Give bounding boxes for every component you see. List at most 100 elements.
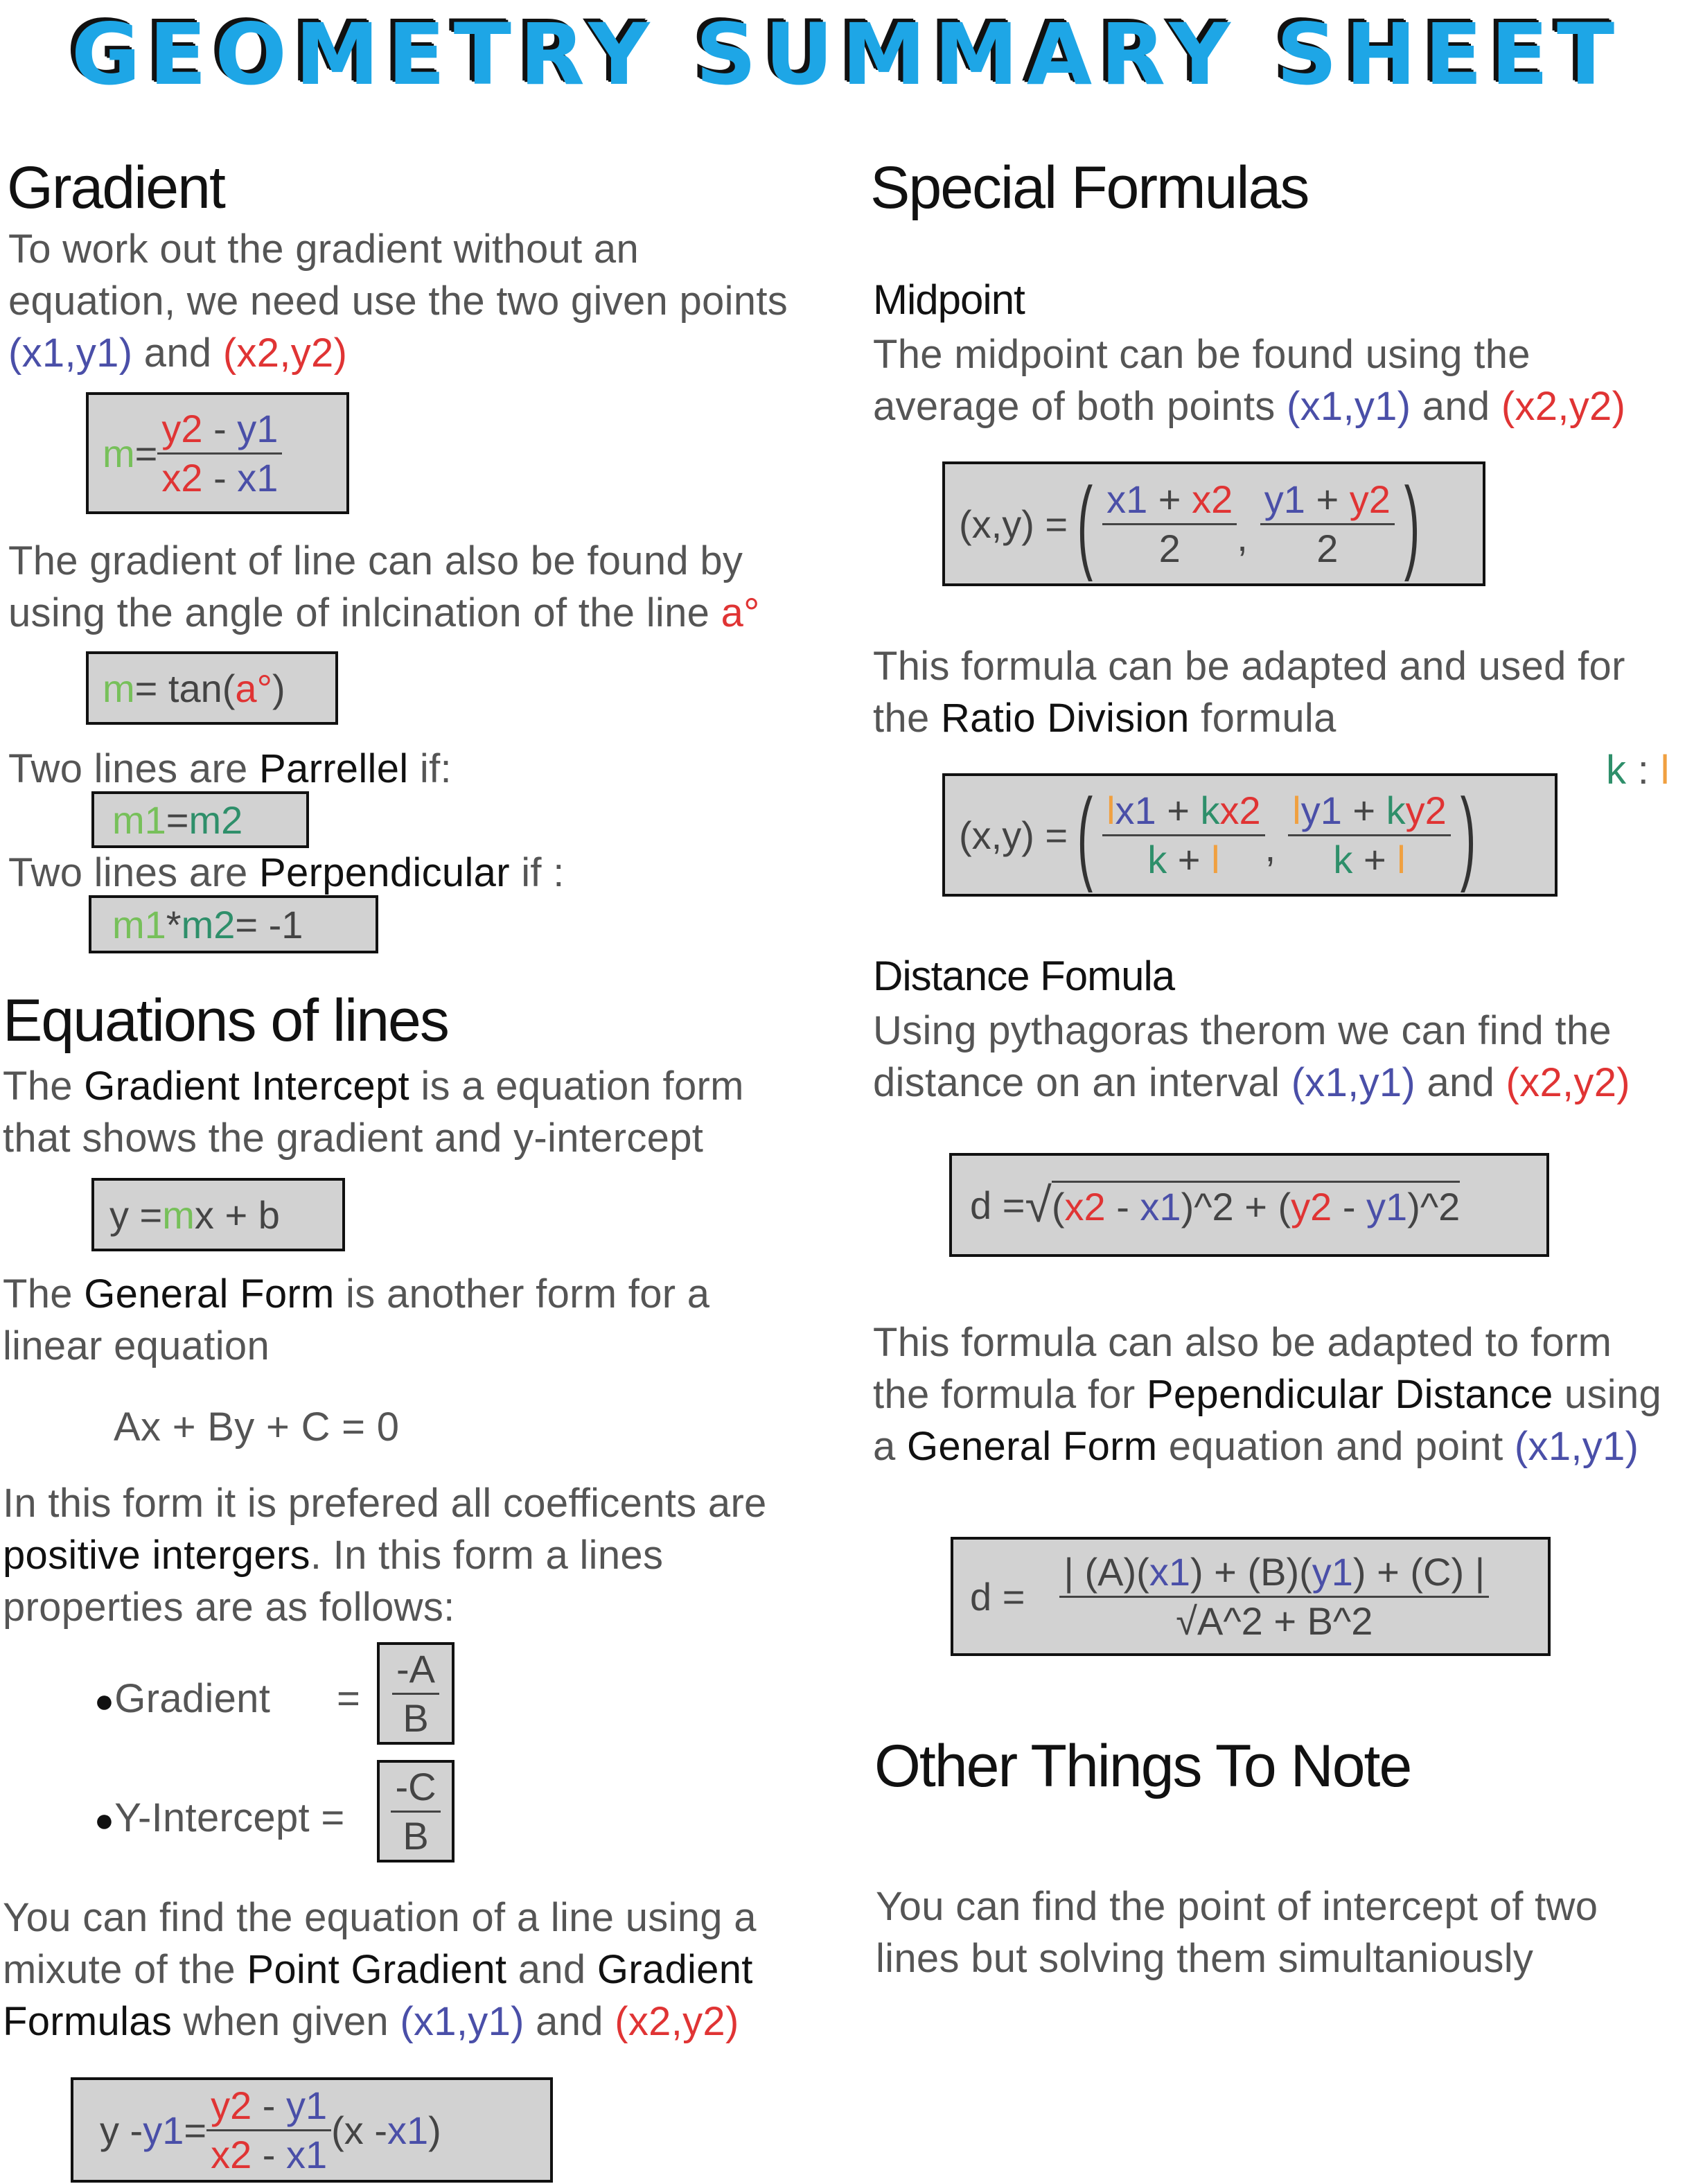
other-line-1: You can find the point of intercept of t… (876, 1884, 1598, 1929)
close-paren: ) (1460, 777, 1476, 893)
gf-pre: The (3, 1271, 85, 1316)
formula-term: y1 (1366, 1185, 1408, 1228)
perp-distance-text: This formula can also be adapted to form… (873, 1316, 1661, 1472)
gf-line-2: linear equation (3, 1323, 270, 1368)
distance-formula-box: d = √ (x2 - x1)^2 + (y2 - y1)^2 (949, 1153, 1549, 1257)
frac-num: -C (391, 1767, 441, 1813)
formula-close: ) (272, 666, 285, 710)
gradient-heading: Gradient (7, 155, 226, 221)
formula-eq: = (166, 798, 189, 842)
frac-term: x2 (161, 455, 203, 500)
bullet-gradient: ●Gradient (94, 1673, 270, 1727)
pg-word: Formulas (3, 1999, 173, 2044)
pg-pre: mixute of the (3, 1947, 247, 1992)
frac-den: 2 (1158, 526, 1181, 570)
pg-mid: and (506, 1947, 597, 1992)
property-fraction: -A B (392, 1649, 439, 1738)
frac-term: y1 (237, 406, 279, 450)
ratio-line-1: This formula can be adapted and used for (873, 644, 1625, 689)
point-2: (x2,y2) (615, 1999, 739, 2044)
ratio-y-fraction: ly1 + ky2 k + l (1288, 791, 1451, 879)
point-1: (x1,y1) (1291, 1060, 1416, 1105)
ratio-colon: : (1626, 748, 1661, 793)
frac-term: k (1147, 837, 1167, 881)
formula-term: y - (100, 2108, 143, 2152)
ratio-post: formula (1189, 696, 1336, 741)
perp-word: Pependicular Distance (1146, 1372, 1553, 1417)
frac-term: x1 (1115, 788, 1156, 832)
pref-line-2: positive intergers. In this form a lines (3, 1529, 767, 1581)
open-paren: ( (1077, 777, 1093, 893)
frac-den: √A^2 + B^2 (1176, 1599, 1373, 1643)
ratio-text: This formula can be adapted and used for… (873, 640, 1625, 744)
frac-term: x1 (286, 2132, 328, 2176)
ratio-word: Ratio Division (940, 696, 1190, 741)
formula-m: m (103, 666, 135, 710)
frac-term: x2 (211, 2132, 252, 2176)
formula-lhs: (x,y) = (959, 502, 1068, 546)
frac-op: - (202, 455, 238, 500)
frac-term: y2 (161, 406, 203, 450)
general-equation: Ax + By + C = 0 (114, 1404, 400, 1450)
gi-line-2: that shows the gradient and y-intercept (3, 1116, 704, 1161)
frac-op: + (1352, 837, 1397, 881)
perp-pre: the formula for (873, 1372, 1147, 1417)
parallel-word: Parrellel (259, 746, 409, 791)
formula-term: - (1105, 1185, 1140, 1228)
special-formulas-heading: Special Formulas (870, 155, 1309, 221)
midpoint-formula-box: (x,y) = ( x1 + x2 2 , y1 + y2 2 ) (942, 461, 1485, 586)
parallel-text: Two lines are Parrellel if: (8, 743, 452, 795)
perp-distance-fraction: | (A)(x1) + (B)(y1) + (C) | √A^2 + B^2 (1059, 1552, 1490, 1643)
frac-term: k (1333, 837, 1353, 881)
bullet-label: Gradient (114, 1676, 271, 1721)
gi-post: is a equation form (409, 1064, 744, 1109)
midpoint-y-fraction: y1 + y2 2 (1260, 477, 1395, 568)
point-2: (x2,y2) (222, 331, 348, 376)
ratio-x-fraction: lx1 + kx2 k + l (1102, 791, 1265, 879)
bullet-label: Y-Intercept = (114, 1795, 345, 1840)
gf-line-1: The General Form is another form for a (3, 1268, 709, 1320)
gradient-formula-box: m = y2 - y1 x2 - x1 (86, 392, 349, 514)
formula-m: m (103, 431, 135, 475)
distance-line-1: Using pythagoras therom we can find the (873, 1008, 1612, 1053)
perp-word: General Form (906, 1424, 1158, 1469)
ratio-l: l (1660, 748, 1670, 793)
midpoint-line-1: The midpoint can be found using the (873, 332, 1530, 377)
gradient-intro-points: (x1,y1) and (x2,y2) (8, 327, 788, 379)
yintercept-property-box: -C B (377, 1760, 455, 1862)
tan-formula-box: m = tan(a°) (86, 651, 338, 725)
formula-y: y = (109, 1192, 163, 1237)
equations-heading: Equations of lines (3, 987, 450, 1054)
midpoint-text: The midpoint can be found using the aver… (873, 328, 1625, 432)
other-line-2: lines but solving them simultaniously (876, 1936, 1534, 1981)
frac-term: x1 (1106, 477, 1148, 521)
frac-op: + (1147, 477, 1192, 521)
perp-line-1: This formula can also be adapted to form (873, 1320, 1612, 1365)
parallel-post: if: (408, 746, 452, 791)
distance-text: Using pythagoras therom we can find the … (873, 1005, 1630, 1109)
frac-term: l (1106, 788, 1115, 832)
parallel-pre: Two lines are (8, 746, 260, 791)
general-form-text: The General Form is another form for a l… (3, 1268, 709, 1372)
formula-term: (x - (331, 2108, 388, 2152)
page-title: GEOMETRY SUMMARY SHEET (71, 6, 1623, 104)
formula-term: ( (1051, 1185, 1065, 1228)
bullet-icon: ● (94, 1802, 115, 1839)
gi-line-1: The Gradient Intercept is a equation for… (3, 1060, 744, 1112)
ratio-k: k (1606, 748, 1627, 793)
and-text: and (1411, 384, 1501, 429)
gradient-intro-line: To work out the gradient without an (8, 227, 639, 272)
distance-pre: distance on an interval (873, 1060, 1291, 1105)
formula-end: = -1 (235, 902, 303, 946)
frac-op: - (252, 2132, 286, 2176)
angle-line-2: using the angle of inlcination of the li… (8, 587, 760, 639)
perp-post: if : (509, 850, 565, 895)
pg-mid: when given (172, 1999, 400, 2044)
frac-term: y1 (1264, 477, 1305, 521)
perpendicular-formula-box: m1 * m2 = -1 (89, 895, 378, 953)
bullet-gradient-eq: = (337, 1676, 361, 1721)
frac-term: y1 (286, 2083, 328, 2127)
perp-pre: Two lines are (8, 850, 260, 895)
gradient-fraction: y2 - y1 x2 - x1 (157, 406, 283, 500)
angle-line-text: using the angle of inlcination of the li… (8, 590, 721, 635)
